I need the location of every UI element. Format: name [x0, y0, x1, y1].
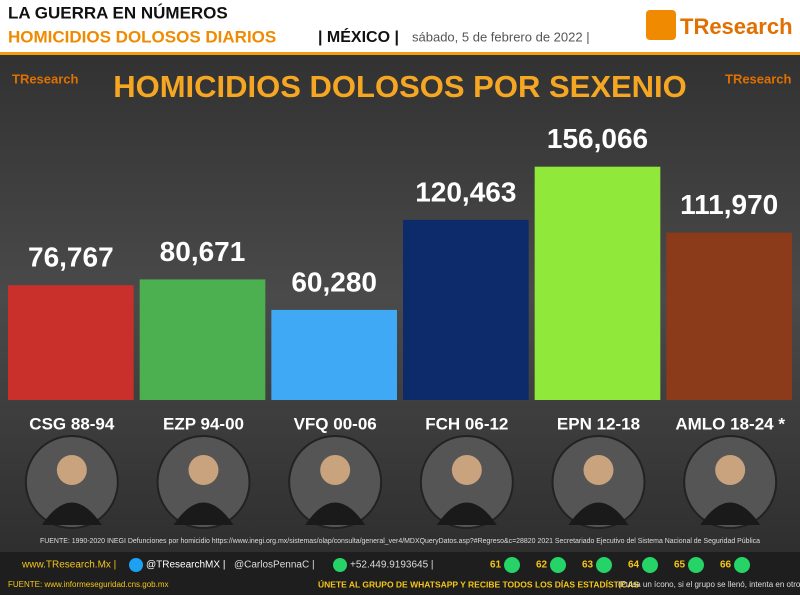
twitter[interactable]: @TResearchMX | [146, 560, 225, 571]
value-label: 111,970 [680, 189, 778, 220]
value-label: 80,671 [160, 236, 246, 267]
logo-icon [646, 10, 676, 40]
bar [534, 166, 661, 400]
value-label: 60,280 [291, 266, 377, 297]
header-subtitle: HOMICIDIOS DOLOSOS DIARIOS [8, 27, 276, 46]
watermark: TResearch [725, 71, 792, 86]
footer-source: FUENTE: www.informeseguridad.cns.gob.mx [8, 580, 169, 589]
header-date: sábado, 5 de febrero de 2022 | [412, 29, 590, 44]
portrait-body [568, 502, 629, 525]
portrait-head [188, 455, 219, 485]
value-label: 156,066 [547, 123, 648, 154]
portrait-head [451, 455, 482, 485]
category-label: AMLO 18-24 * [675, 414, 785, 433]
group-number: 63 [582, 560, 594, 571]
portrait-head [583, 455, 614, 485]
bar [271, 309, 397, 400]
website[interactable]: www.TResearch.Mx | [21, 560, 116, 571]
whatsapp-icon[interactable] [504, 557, 520, 573]
group-number: 66 [720, 560, 732, 571]
category-label: EZP 94-00 [163, 414, 244, 433]
chart-title: HOMICIDIOS DOLOSOS POR SEXENIO [113, 69, 687, 104]
header-title: LA GUERRA EN NÚMEROS [8, 3, 228, 22]
portrait-body [700, 502, 761, 525]
header-rule [0, 52, 800, 55]
portrait-body [436, 502, 497, 525]
whatsapp-icon[interactable] [734, 557, 750, 573]
category-label: VFQ 00-06 [294, 414, 377, 433]
value-label: 76,767 [28, 242, 114, 273]
header-country: | MÉXICO | [318, 27, 399, 46]
group-number: 62 [536, 560, 548, 571]
portrait-body [41, 502, 102, 525]
bar [666, 232, 792, 400]
whatsapp-icon[interactable] [642, 557, 658, 573]
portrait-body [305, 502, 366, 525]
group-number: 61 [490, 560, 502, 571]
whatsapp-icon[interactable] [550, 557, 566, 573]
category-label: EPN 12-18 [557, 414, 640, 433]
header-logo: TResearch [680, 14, 793, 39]
phone[interactable]: +52.449.9193645 | [350, 560, 434, 571]
personal-handle[interactable]: @CarlosPennaC | [234, 560, 315, 571]
cta: ÚNETE AL GRUPO DE WHATSAPP Y RECIBE TODO… [318, 578, 639, 589]
portrait-head [320, 455, 351, 485]
watermark: TResearch [12, 71, 79, 86]
bar [139, 279, 266, 400]
category-label: FCH 06-12 [425, 414, 508, 433]
bar [403, 219, 529, 400]
cta-note: (Pulsa un ícono, si el grupo se llenó, i… [618, 580, 800, 589]
category-label: CSG 88-94 [29, 414, 115, 433]
twitter-icon [129, 558, 143, 572]
phone-icon [333, 558, 347, 572]
whatsapp-icon[interactable] [688, 557, 704, 573]
source: FUENTE: 1990-2020 INEGI Defunciones por … [40, 538, 760, 545]
portrait-head [715, 455, 746, 485]
group-number: 64 [628, 560, 640, 571]
bar [8, 285, 134, 400]
portrait-head [56, 455, 87, 485]
portrait-body [173, 502, 234, 525]
value-label: 120,463 [415, 176, 516, 207]
group-number: 65 [674, 560, 686, 571]
whatsapp-icon[interactable] [596, 557, 612, 573]
